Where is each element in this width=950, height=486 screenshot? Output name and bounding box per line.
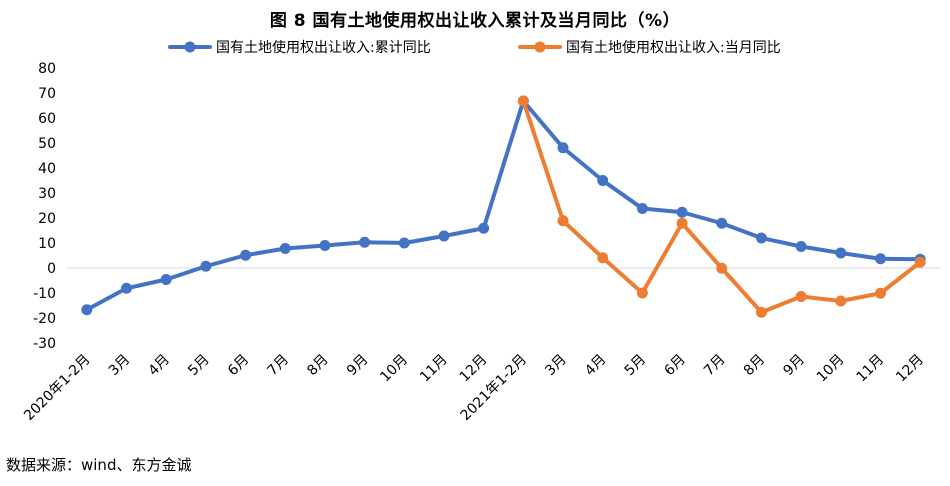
x-tick-label: 9月 (780, 352, 808, 380)
data-point (874, 253, 886, 265)
y-tick-label: 50 (38, 136, 56, 152)
data-point (240, 249, 252, 261)
x-tick-label: 7月 (701, 352, 729, 380)
data-point (716, 217, 728, 229)
data-point (676, 206, 688, 218)
data-point (200, 260, 212, 272)
data-point (835, 295, 847, 307)
data-point (81, 304, 93, 316)
chart-title: 图 8 国有土地使用权出让收入累计及当月同比（%） (269, 11, 681, 31)
data-point (795, 241, 807, 252)
x-tick-label: 8月 (741, 352, 769, 380)
data-point (359, 236, 371, 248)
x-tick-label: 10月 (814, 352, 848, 386)
legend-swatch-marker (534, 41, 546, 53)
x-tick-label: 12月 (457, 352, 491, 386)
data-point (795, 291, 807, 302)
data-point (557, 215, 569, 227)
legend: 国有土地使用权出让收入:累计同比 国有土地使用权出让收入:当月同比 (168, 39, 781, 56)
data-point (835, 247, 847, 259)
data-point (160, 274, 172, 285)
data-point (755, 232, 767, 244)
legend-item: 国有土地使用权出让收入:当月同比 (518, 39, 781, 56)
x-tick-label: 8月 (304, 352, 332, 380)
series-2 (517, 95, 926, 318)
x-tick-label: 6月 (661, 352, 689, 380)
data-point (874, 287, 886, 299)
data-point (438, 230, 450, 242)
y-tick-label: 20 (38, 211, 56, 227)
data-point (755, 306, 767, 318)
data-point (636, 287, 648, 299)
x-tick-label: 11月 (853, 352, 887, 386)
y-tick-label: 70 (38, 86, 56, 102)
data-point (279, 243, 291, 254)
y-tick-label: 40 (38, 161, 56, 177)
x-tick-label: 3月 (106, 352, 134, 380)
data-point (716, 262, 728, 274)
y-tick-label: 10 (38, 236, 56, 252)
x-tick-label: 2020年1-2月 (21, 352, 93, 424)
y-tick-label: 0 (47, 261, 56, 277)
data-point (914, 256, 926, 268)
data-point (557, 142, 569, 154)
source-note: 数据来源：wind、东方金诚 (6, 456, 192, 474)
y-axis: 80 70 60 50 40 30 20 10 0 -10 -20 -30 (33, 61, 940, 352)
y-tick-label: 80 (38, 61, 56, 77)
y-tick-label: 60 (38, 111, 56, 127)
x-tick-label: 5月 (185, 352, 213, 380)
x-tick-label: 4月 (146, 352, 174, 380)
x-tick-label: 4月 (582, 352, 610, 380)
x-tick-label: 7月 (265, 352, 293, 380)
data-point (121, 282, 133, 294)
series-line (521, 99, 923, 315)
y-tick-label: 30 (38, 186, 56, 202)
series-layer (81, 95, 926, 318)
x-axis: 2020年1-2月 3月 4月 5月 6月 7月 8月 9月 10月 11月 12月2021年1-2… (21, 352, 927, 424)
series-line (84, 99, 923, 312)
series-1 (81, 95, 926, 316)
legend-item: 国有土地使用权出让收入:累计同比 (168, 39, 431, 56)
x-tick-label: 3月 (542, 352, 570, 380)
x-tick-label: 10月 (377, 352, 411, 386)
x-tick-label: 6月 (225, 352, 253, 380)
data-point (597, 175, 609, 186)
y-tick-label: -10 (33, 286, 56, 302)
x-tick-label: 5月 (622, 352, 650, 380)
y-tick-label: -20 (33, 311, 56, 327)
x-tick-label: 9月 (344, 352, 372, 380)
data-point (676, 217, 688, 229)
data-point (398, 237, 410, 249)
data-point (597, 252, 609, 264)
data-point (319, 240, 331, 251)
legend-label: 国有土地使用权出让收入:当月同比 (566, 39, 781, 56)
legend-label: 国有土地使用权出让收入:累计同比 (216, 39, 431, 56)
data-point (478, 222, 490, 234)
data-point (636, 203, 648, 214)
x-tick-label: 11月 (417, 352, 451, 386)
legend-swatch-marker (184, 41, 196, 53)
x-tick-label: 12月 (893, 352, 927, 386)
y-tick-label: -30 (33, 336, 56, 352)
data-point (517, 95, 529, 107)
